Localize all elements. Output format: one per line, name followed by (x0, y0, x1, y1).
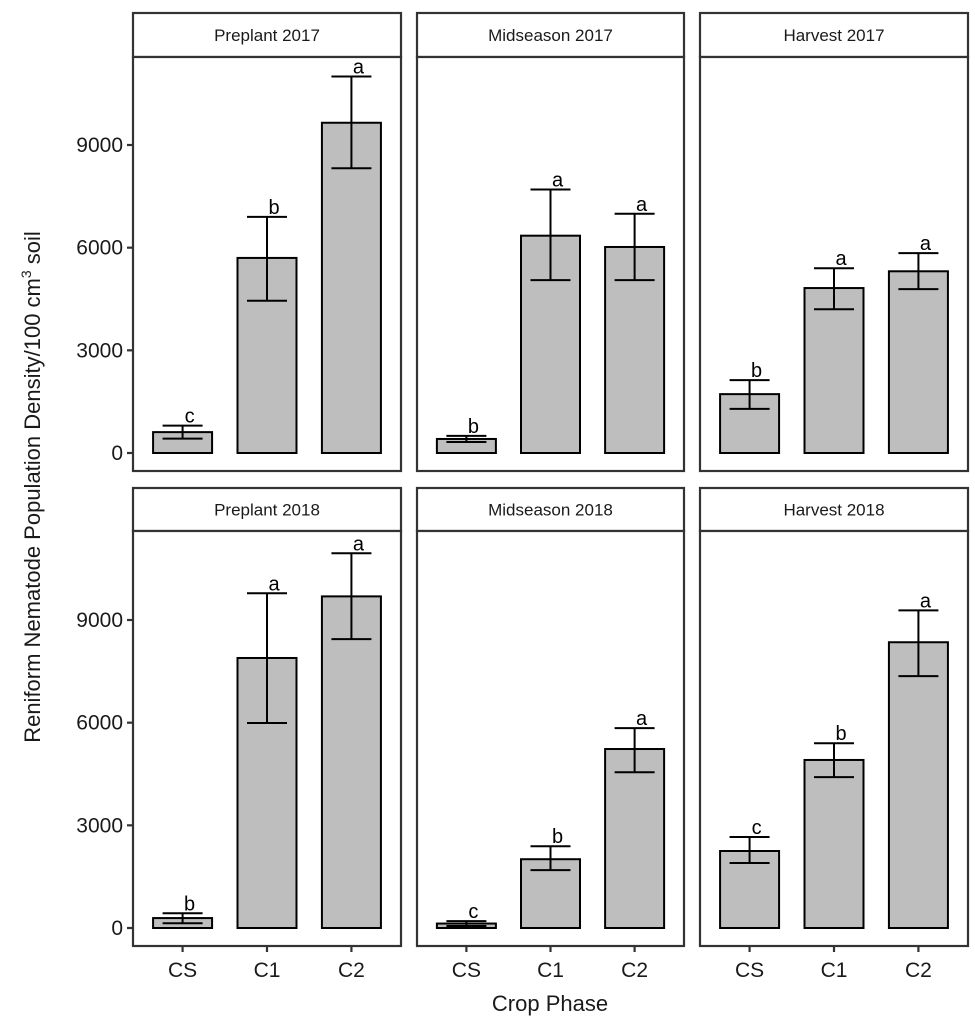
panel-midseason-2017: Midseason 2017 b a a (415, 11, 686, 473)
y-tick-label: 0 (111, 917, 123, 940)
significance-letter: b (468, 416, 479, 438)
significance-letter: a (920, 233, 932, 255)
x-axis-title: Crop Phase (492, 991, 608, 1016)
bar-c2 (604, 245, 666, 454)
x-tick-label: C1 (254, 959, 281, 982)
significance-letter: c (752, 817, 762, 839)
panel-preplant-2018: Preplant 2018 b a a 0 3000 6000 9000 CS C1 C2 (76, 486, 403, 982)
y-axis-title-superscript: 3 (18, 270, 34, 278)
bar-c1 (803, 287, 865, 454)
significance-letter: a (636, 194, 648, 216)
y-tick-label: 6000 (76, 712, 123, 735)
bar-c2 (604, 748, 666, 929)
x-tick-label: C2 (905, 959, 932, 982)
significance-letter: b (835, 723, 846, 745)
y-tick-label: 3000 (76, 814, 123, 837)
panel-preplant-2017: Preplant 2017 c b a 0 3000 6000 9000 (76, 11, 403, 473)
significance-letter: b (184, 893, 195, 915)
significance-letter: a (835, 248, 847, 270)
significance-letter: a (353, 533, 365, 555)
facet-strip-label: Midseason 2017 (488, 26, 613, 45)
x-tick-label: CS (168, 959, 197, 982)
significance-letter: a (636, 708, 648, 730)
bar-c1 (803, 758, 865, 929)
facet-strip-label: Midseason 2018 (488, 501, 613, 520)
facet-strip (131, 486, 403, 533)
y-axis-title: Reniform Nematode Population Density/100… (18, 231, 45, 743)
y-axis-title-suffix: soil (20, 231, 45, 270)
panel-midseason-2018: Midseason 2018 c b a CS C1 C2 (415, 486, 686, 982)
y-tick-label: 6000 (76, 237, 123, 260)
facet-strip (698, 11, 970, 59)
significance-letter: b (552, 826, 563, 848)
y-tick-label: 3000 (76, 339, 123, 362)
significance-letter: c (468, 901, 478, 923)
significance-letter: b (268, 197, 279, 219)
significance-letter: a (552, 169, 564, 191)
x-tick-label: C2 (338, 959, 365, 982)
facet-strip-label: Preplant 2018 (214, 501, 320, 520)
facet-strip-label: Harvest 2017 (783, 26, 884, 45)
facet-strip (415, 11, 686, 59)
x-tick-label: C2 (621, 959, 648, 982)
y-tick-label: 0 (111, 442, 123, 465)
bar-c2 (887, 270, 949, 454)
bar-c2 (887, 641, 949, 929)
facet-strip-label: Harvest 2018 (783, 501, 884, 520)
significance-letter: a (920, 590, 932, 612)
y-axis-title-main: Reniform Nematode Population Density/100… (20, 278, 45, 743)
y-tick-label: 9000 (76, 134, 123, 157)
significance-letter: a (353, 57, 365, 79)
x-tick-label: C1 (821, 959, 848, 982)
bar-c2 (320, 121, 382, 454)
significance-letter: a (268, 573, 280, 595)
x-tick-label: CS (452, 959, 481, 982)
facet-strip (131, 11, 403, 59)
significance-letter: c (185, 406, 195, 428)
x-tick-label: CS (735, 959, 764, 982)
bar-c2 (320, 595, 382, 929)
panel-harvest-2017: Harvest 2017 b a a (698, 11, 970, 473)
panel-harvest-2018: Harvest 2018 c b a CS C1 C2 (698, 486, 970, 982)
x-tick-label: C1 (537, 959, 564, 982)
panels-group: Preplant 2017 c b a 0 3000 6000 9000 Midseason 2… (76, 11, 970, 982)
y-tick-label: 9000 (76, 609, 123, 632)
facet-strip-label: Preplant 2017 (214, 26, 320, 45)
significance-letter: b (751, 360, 762, 382)
